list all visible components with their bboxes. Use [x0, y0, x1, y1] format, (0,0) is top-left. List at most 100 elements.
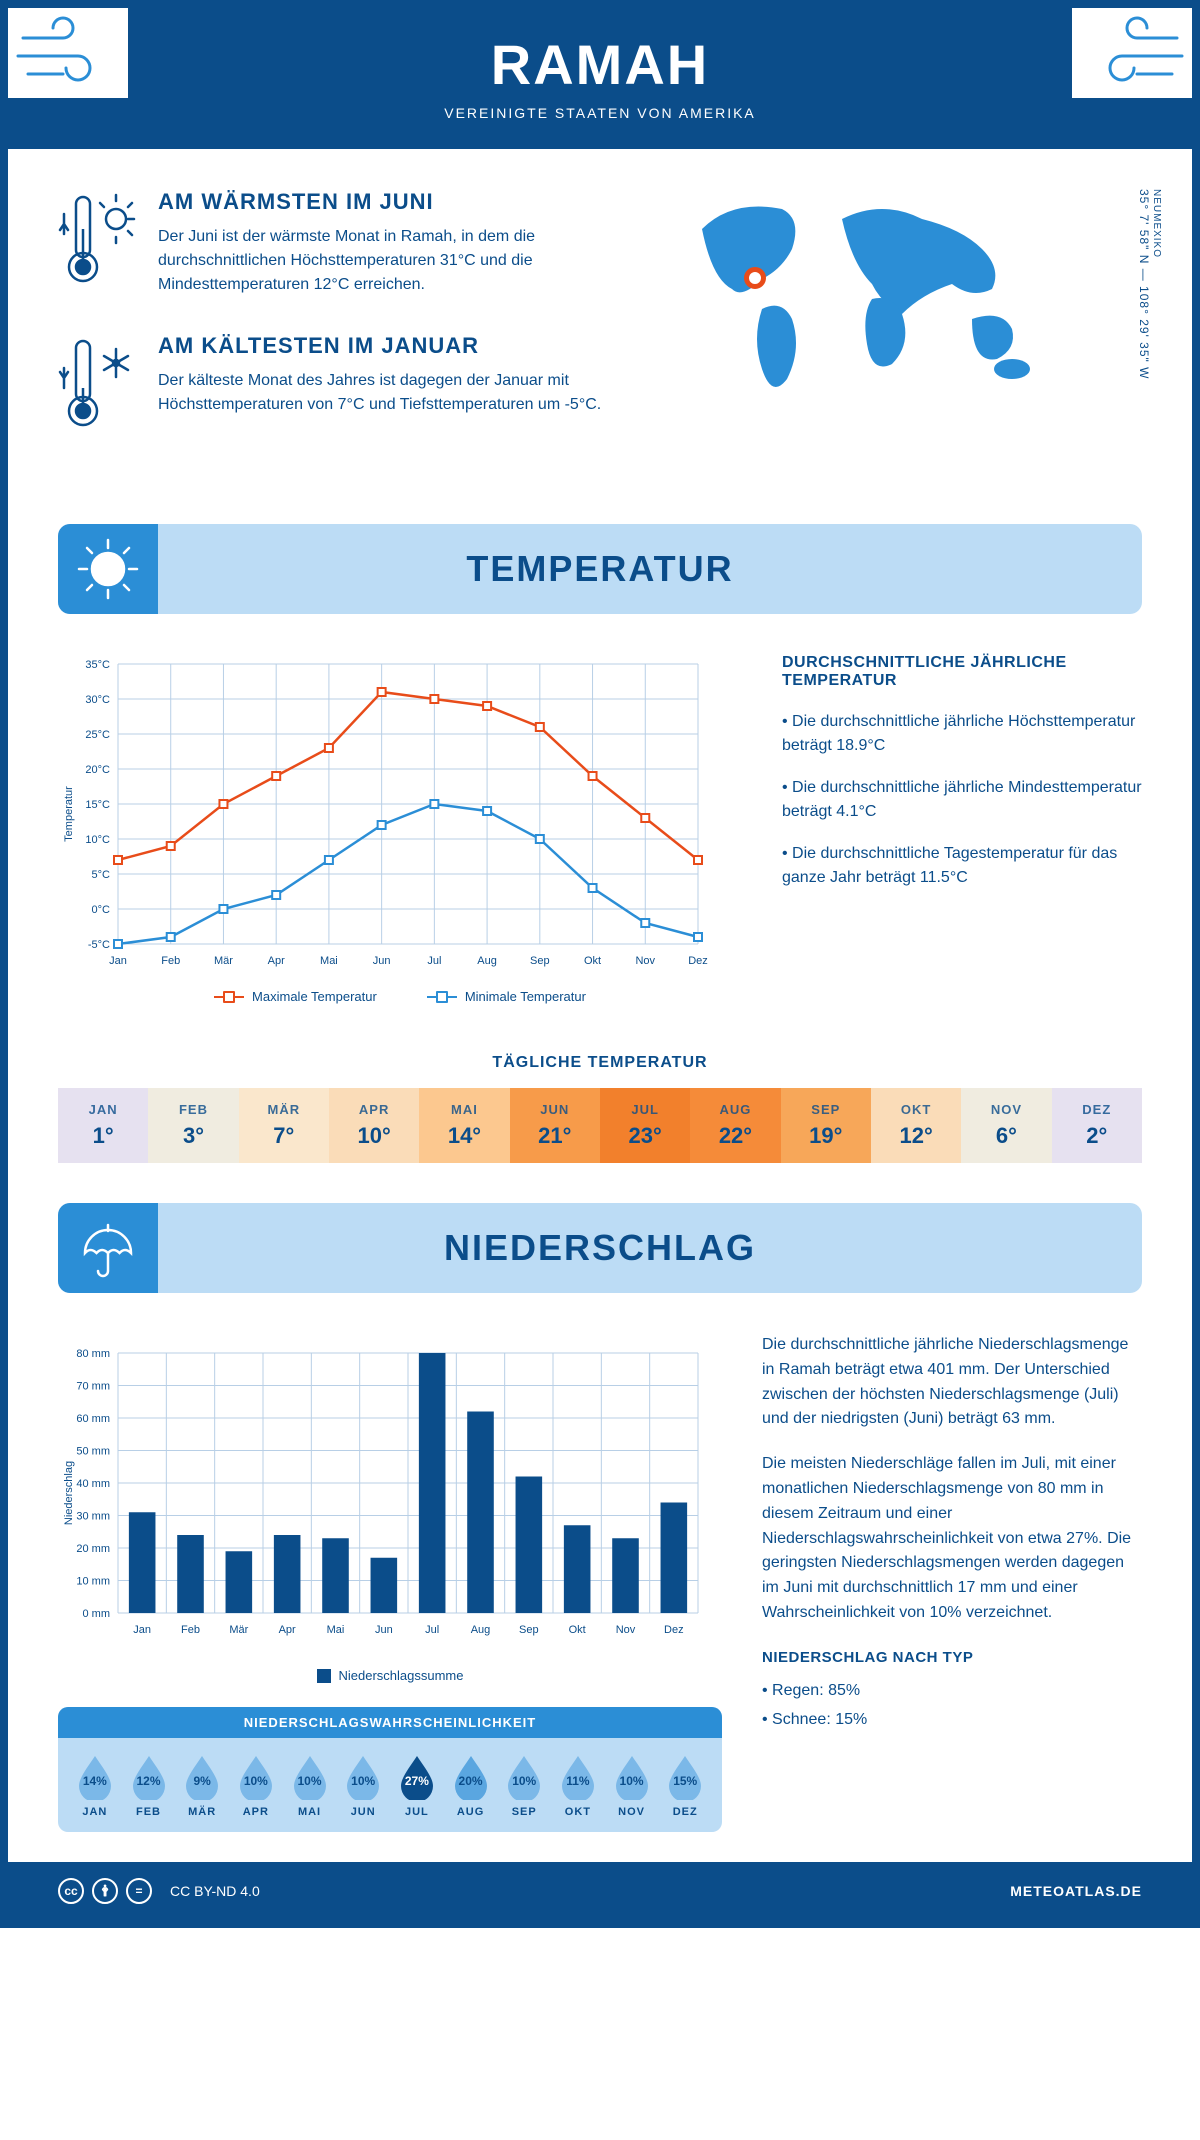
coordinates: NEUMEXIKO 35° 7' 58" N — 108° 29' 35" W: [1137, 189, 1162, 379]
wind-icon: [8, 8, 128, 98]
svg-text:0°C: 0°C: [92, 904, 111, 916]
svg-text:Apr: Apr: [279, 1624, 296, 1636]
temp-legend: Maximale Temperatur Minimale Temperatur: [58, 989, 742, 1004]
warmest-block: AM WÄRMSTEN IM JUNI Der Juni ist der wär…: [58, 189, 642, 297]
svg-text:5°C: 5°C: [92, 869, 111, 881]
svg-text:20°C: 20°C: [85, 764, 110, 776]
svg-text:Aug: Aug: [477, 955, 497, 967]
temp-summary-title: DURCHSCHNITTLICHE JÄHRLICHE TEMPERATUR: [782, 654, 1142, 690]
by-icon: 🛉: [92, 1878, 118, 1904]
license-badges: cc 🛉 = CC BY-ND 4.0: [58, 1878, 260, 1904]
daily-cell: OKT12°: [871, 1088, 961, 1163]
page-title: RAMAH: [8, 32, 1192, 97]
license-text: CC BY-ND 4.0: [170, 1883, 260, 1899]
daily-cell: NOV6°: [961, 1088, 1051, 1163]
daily-cell: APR10°: [329, 1088, 419, 1163]
legend-precip: Niederschlagssumme: [317, 1668, 464, 1683]
daily-cell: JUN21°: [510, 1088, 600, 1163]
svg-text:Sep: Sep: [519, 1624, 539, 1636]
svg-text:30 mm: 30 mm: [76, 1511, 110, 1523]
prob-cell: 20%AUG: [444, 1752, 498, 1818]
precip-p2: Die meisten Niederschläge fallen im Juli…: [762, 1452, 1142, 1626]
warmest-body: Der Juni ist der wärmste Monat in Ramah,…: [158, 225, 642, 297]
svg-text:20 mm: 20 mm: [76, 1543, 110, 1555]
temp-section-title: TEMPERATUR: [466, 548, 733, 590]
svg-text:Jul: Jul: [425, 1624, 439, 1636]
intro-section: AM WÄRMSTEN IM JUNI Der Juni ist der wär…: [8, 149, 1192, 504]
page: RAMAH VEREINIGTE STAATEN VON AMERIKA AM …: [0, 0, 1200, 1928]
precip-chart: 0 mm10 mm20 mm30 mm40 mm50 mm60 mm70 mm8…: [58, 1333, 718, 1653]
svg-text:-5°C: -5°C: [88, 939, 110, 951]
daily-cell: JAN1°: [58, 1088, 148, 1163]
thermometer-sun-icon: [58, 189, 138, 297]
precip-section-title: NIEDERSCHLAG: [444, 1227, 756, 1269]
prob-cell: 9%MÄR: [175, 1752, 229, 1818]
daily-temp-grid: JAN1°FEB3°MÄR7°APR10°MAI14°JUN21°JUL23°A…: [58, 1088, 1142, 1163]
footer: cc 🛉 = CC BY-ND 4.0 METEOATLAS.DE: [8, 1862, 1192, 1920]
umbrella-icon: [58, 1203, 158, 1293]
warmest-text: AM WÄRMSTEN IM JUNI Der Juni ist der wär…: [158, 189, 642, 297]
prob-cell: 10%APR: [229, 1752, 283, 1818]
svg-text:Jan: Jan: [133, 1624, 151, 1636]
warmest-title: AM WÄRMSTEN IM JUNI: [158, 189, 642, 215]
daily-temp-title: TÄGLICHE TEMPERATUR: [8, 1054, 1192, 1072]
svg-text:10 mm: 10 mm: [76, 1576, 110, 1588]
precip-type-title: NIEDERSCHLAG NACH TYP: [762, 1646, 1142, 1669]
nd-icon: =: [126, 1878, 152, 1904]
prob-cell: 10%MAI: [283, 1752, 337, 1818]
svg-text:Temperatur: Temperatur: [63, 786, 75, 842]
prob-cell: 14%JAN: [68, 1752, 122, 1818]
coldest-block: AM KÄLTESTEN IM JANUAR Der kälteste Mona…: [58, 333, 642, 438]
daily-cell: MÄR7°: [239, 1088, 329, 1163]
temp-summary: DURCHSCHNITTLICHE JÄHRLICHE TEMPERATUR •…: [782, 654, 1142, 1004]
svg-text:35°C: 35°C: [85, 659, 110, 671]
svg-text:Dez: Dez: [688, 955, 708, 967]
temp-summary-b1: • Die durchschnittliche jährliche Höchst…: [782, 710, 1142, 758]
precip-p1: Die durchschnittliche jährliche Niedersc…: [762, 1333, 1142, 1432]
svg-text:40 mm: 40 mm: [76, 1478, 110, 1490]
svg-text:Nov: Nov: [616, 1624, 636, 1636]
wind-icon: [1072, 8, 1192, 98]
region-label: NEUMEXIKO: [1151, 189, 1162, 371]
temp-chart: -5°C0°C5°C10°C15°C20°C25°C30°C35°CJanFeb…: [58, 654, 742, 1004]
precip-body: 0 mm10 mm20 mm30 mm40 mm50 mm60 mm70 mm8…: [8, 1323, 1192, 1862]
daily-cell: FEB3°: [148, 1088, 238, 1163]
svg-text:Feb: Feb: [161, 955, 180, 967]
svg-text:80 mm: 80 mm: [76, 1348, 110, 1360]
thermometer-snow-icon: [58, 333, 138, 438]
svg-text:Jun: Jun: [373, 955, 391, 967]
svg-text:15°C: 15°C: [85, 799, 110, 811]
precip-probability-box: NIEDERSCHLAGSWAHRSCHEINLICHKEIT 14%JAN12…: [58, 1707, 722, 1832]
svg-text:50 mm: 50 mm: [76, 1446, 110, 1458]
precip-summary: Die durchschnittliche jährliche Niedersc…: [762, 1333, 1142, 1832]
temperature-section-header: TEMPERATUR: [58, 524, 1142, 614]
prob-cell: 12%FEB: [122, 1752, 176, 1818]
precip-chart-wrap: 0 mm10 mm20 mm30 mm40 mm50 mm60 mm70 mm8…: [58, 1333, 722, 1832]
svg-text:Dez: Dez: [664, 1624, 684, 1636]
svg-text:Nov: Nov: [635, 955, 655, 967]
location-marker-icon: [744, 267, 766, 289]
daily-cell: AUG22°: [690, 1088, 780, 1163]
prob-cell: 10%JUN: [336, 1752, 390, 1818]
svg-text:Mai: Mai: [320, 955, 338, 967]
daily-cell: DEZ2°: [1052, 1088, 1142, 1163]
svg-text:0 mm: 0 mm: [83, 1608, 111, 1620]
legend-max: Maximale Temperatur: [214, 989, 377, 1004]
svg-text:Okt: Okt: [569, 1624, 586, 1636]
daily-cell: JUL23°: [600, 1088, 690, 1163]
svg-text:30°C: 30°C: [85, 694, 110, 706]
prob-row: 14%JAN12%FEB9%MÄR10%APR10%MAI10%JUN27%JU…: [58, 1738, 722, 1818]
page-subtitle: VEREINIGTE STAATEN VON AMERIKA: [8, 105, 1192, 121]
daily-cell: SEP19°: [781, 1088, 871, 1163]
svg-text:Mär: Mär: [229, 1624, 248, 1636]
temp-summary-b2: • Die durchschnittliche jährliche Mindes…: [782, 776, 1142, 824]
precip-legend: Niederschlagssumme: [58, 1668, 722, 1683]
prob-cell: 10%SEP: [497, 1752, 551, 1818]
svg-text:10°C: 10°C: [85, 834, 110, 846]
map-panel: NEUMEXIKO 35° 7' 58" N — 108° 29' 35" W: [682, 189, 1142, 474]
coldest-body: Der kälteste Monat des Jahres ist dagege…: [158, 369, 642, 417]
precip-type-2: • Schnee: 15%: [762, 1708, 1142, 1733]
prob-cell: 15%DEZ: [658, 1752, 712, 1818]
prob-cell: 10%NOV: [605, 1752, 659, 1818]
prob-cell: 27%JUL: [390, 1752, 444, 1818]
